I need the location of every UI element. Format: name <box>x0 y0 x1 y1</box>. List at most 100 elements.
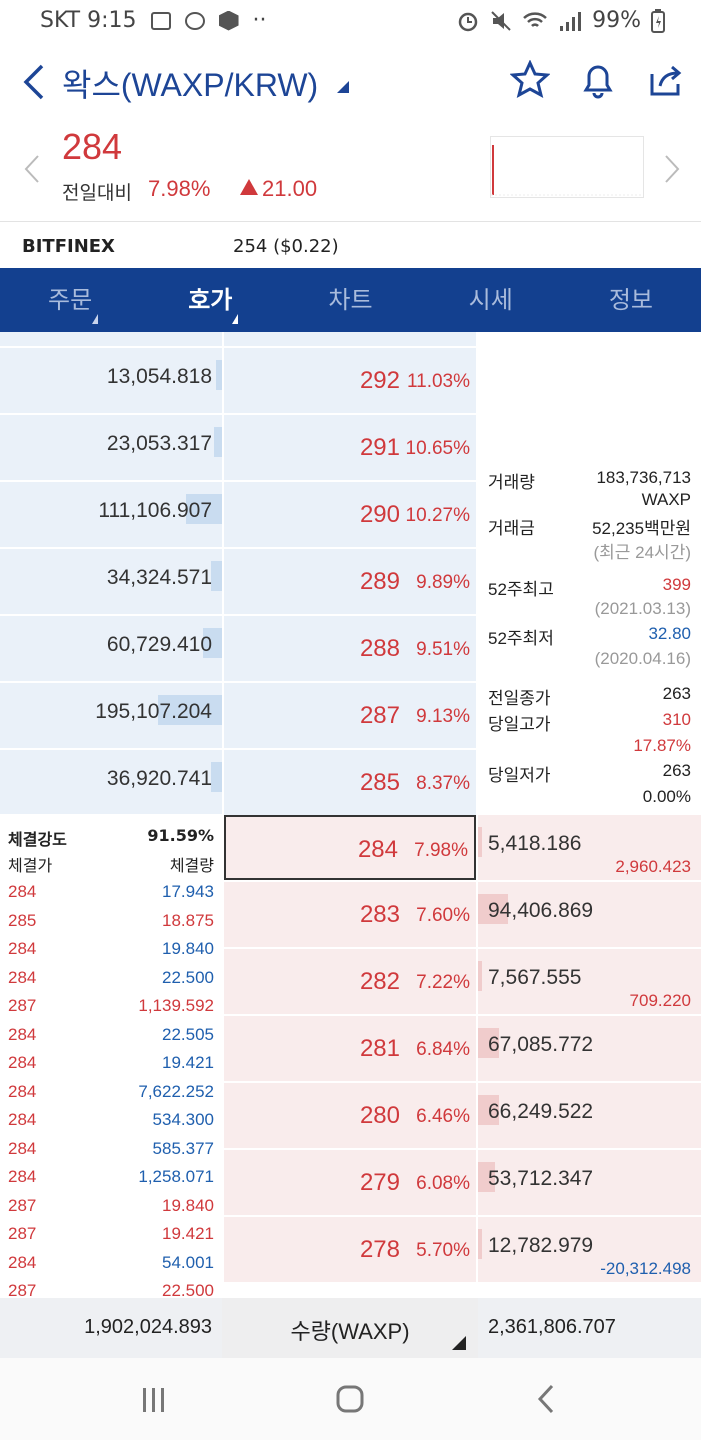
prev-coin-icon[interactable] <box>22 154 42 184</box>
tab-info-label: 정보 <box>608 286 653 314</box>
ask-percent: 10.65% <box>405 438 470 459</box>
ask-price: 288 <box>359 635 400 662</box>
trade-row: 284 22.505 <box>0 1021 222 1049</box>
trade-history: 체결강도 91.59% 체결가 체결량 284 17.943 285 18.875 28… <box>0 814 222 1300</box>
bid-qty-cell[interactable]: 67,085.772 <box>478 1016 701 1081</box>
ask-qty-cell[interactable]: 34,324.571 <box>0 549 222 614</box>
trade-qty: 19.840 <box>162 1195 214 1215</box>
ask-qty-cell[interactable]: 13,054.818 <box>0 348 222 413</box>
mini-chart[interactable] <box>490 136 644 198</box>
bid-price: 279 <box>359 1169 400 1196</box>
trade-row: 287 19.421 <box>0 1220 222 1248</box>
bid-qty-cell[interactable]: 7,567.555 709.220 <box>478 949 701 1014</box>
app-header: 왁스(WAXP/KRW) <box>0 42 701 122</box>
ask-price-cell[interactable]: 287 9.13% <box>224 683 476 748</box>
bid-qty: 94,406.869 <box>488 899 594 922</box>
bid-qty-change: -20,312.498 <box>600 1259 691 1278</box>
tab-orderbook[interactable]: 호가 <box>140 268 280 332</box>
bid-price: 282 <box>359 968 400 995</box>
ask-qty-cell[interactable]: 195,107.204 <box>0 683 222 748</box>
bid-qty-change: 709.220 <box>629 991 691 1010</box>
star-icon[interactable] <box>510 60 550 100</box>
ask-row-partial <box>0 332 222 346</box>
page-title[interactable]: 왁스(WAXP/KRW) <box>62 67 319 103</box>
tab-info[interactable]: 정보 <box>561 268 701 332</box>
tab-orderbook-label: 호가 <box>188 286 233 314</box>
trade-price: 284 <box>8 1167 37 1186</box>
bid-depth-bar <box>478 1095 500 1125</box>
bid-percent: 5.70% <box>416 1240 470 1261</box>
bell-icon[interactable] <box>578 60 618 100</box>
ask-qty-cell[interactable]: 60,729.410 <box>0 616 222 681</box>
exchange-row: BITFINEX 254 ($0.22) <box>0 222 701 270</box>
ask-total-value: 1,902,024.893 <box>84 1316 212 1338</box>
bid-qty-cell[interactable]: 53,712.347 <box>478 1150 701 1215</box>
exchange-price: 254 ($0.22) <box>233 236 339 257</box>
amount-note: (최근 24시간) <box>593 543 691 562</box>
ask-price-cell[interactable]: 289 9.89% <box>224 549 476 614</box>
low52-value: 32.80 <box>648 624 691 643</box>
bid-price-cell[interactable]: 278 5.70% <box>224 1217 476 1282</box>
tab-quotes[interactable]: 시세 <box>421 268 561 332</box>
back-arrow-icon[interactable] <box>20 62 46 102</box>
order-book[interactable]: 13,054.818 292 11.03% 23,053.317 291 10.65% 11… <box>0 332 701 1300</box>
bid-price-cell[interactable]: 283 7.60% <box>224 882 476 947</box>
share-icon[interactable] <box>646 60 686 100</box>
ask-price-cell[interactable]: 290 10.27% <box>224 482 476 547</box>
ask-price: 291 <box>359 434 400 461</box>
trade-row: 284 19.421 <box>0 1049 222 1077</box>
current-price: 284 <box>62 126 123 167</box>
bid-price-cell[interactable]: 282 7.22% <box>224 949 476 1014</box>
ask-qty: 111,106.907 <box>98 499 212 522</box>
bid-price-cell[interactable]: 280 6.46% <box>224 1083 476 1148</box>
ask-qty-cell[interactable]: 23,053.317 <box>0 415 222 480</box>
app-notification-icon <box>184 11 205 30</box>
trade-qty: 534.300 <box>152 1110 214 1129</box>
ask-qty: 36,920.741 <box>106 767 212 790</box>
recents-icon[interactable] <box>140 1386 168 1414</box>
trade-qty: 1,258.071 <box>138 1167 214 1186</box>
title-dropdown-icon[interactable] <box>336 80 350 94</box>
bid-qty-cell[interactable]: 5,418.186 2,960.423 <box>478 815 701 880</box>
bid-depth-bar <box>478 1162 495 1192</box>
bid-price-cell[interactable]: 281 6.84% <box>224 1016 476 1081</box>
home-icon[interactable] <box>335 1384 365 1414</box>
ask-price-cell[interactable]: 292 11.03% <box>224 348 476 413</box>
up-triangle-icon <box>240 179 258 195</box>
day-high-pct: 17.87% <box>633 736 691 755</box>
ask-price-cell[interactable]: 291 10.65% <box>224 415 476 480</box>
ask-qty-cell[interactable]: 36,920.741 <box>0 750 222 815</box>
ask-qty-cell[interactable]: 111,106.907 <box>0 482 222 547</box>
volume-value: 183,736,713 <box>596 468 691 487</box>
change-amount-value: 21.00 <box>262 176 318 201</box>
ask-price-cell[interactable]: 285 8.37% <box>224 750 476 815</box>
bid-price-cell[interactable]: 279 6.08% <box>224 1150 476 1215</box>
trade-price: 285 <box>8 910 37 930</box>
bid-qty-cell[interactable]: 66,249.522 <box>478 1083 701 1148</box>
trade-price: 284 <box>8 939 37 958</box>
tab-quotes-label: 시세 <box>468 286 513 314</box>
trade-row: 284 54.001 <box>0 1249 222 1277</box>
ask-price: 289 <box>359 568 400 595</box>
trade-row: 287 22.500 <box>0 1277 222 1305</box>
back-nav-icon[interactable] <box>536 1384 556 1414</box>
ask-qty: 13,054.818 <box>106 365 212 388</box>
tab-order[interactable]: 주문 <box>0 268 140 332</box>
totals-bar: 1,902,024.893 수량(WAXP) 2,361,806.707 <box>0 1298 701 1358</box>
trade-qty: 585.377 <box>152 1138 214 1158</box>
bid-qty-cell[interactable]: 94,406.869 <box>478 882 701 947</box>
trade-qty: 1,139.592 <box>138 996 214 1015</box>
day-high-label: 당일고가 <box>488 715 551 734</box>
unit-selector[interactable]: 수량(WAXP) <box>224 1298 476 1358</box>
current-price-cell[interactable]: 284 7.98% <box>224 815 476 880</box>
ask-total: 1,902,024.893 <box>0 1298 222 1358</box>
unit-selector-label: 수량(WAXP) <box>290 1319 410 1344</box>
next-coin-icon[interactable] <box>662 154 682 184</box>
tab-chart[interactable]: 차트 <box>280 268 420 332</box>
ask-price: 285 <box>359 769 400 796</box>
ask-price-cell[interactable]: 288 9.51% <box>224 616 476 681</box>
bid-qty-cell[interactable]: 12,782.979 -20,312.498 <box>478 1217 701 1282</box>
trade-price: 287 <box>8 996 37 1015</box>
bid-qty: 53,712.347 <box>488 1167 594 1190</box>
tab-order-indicator-icon <box>92 314 98 324</box>
